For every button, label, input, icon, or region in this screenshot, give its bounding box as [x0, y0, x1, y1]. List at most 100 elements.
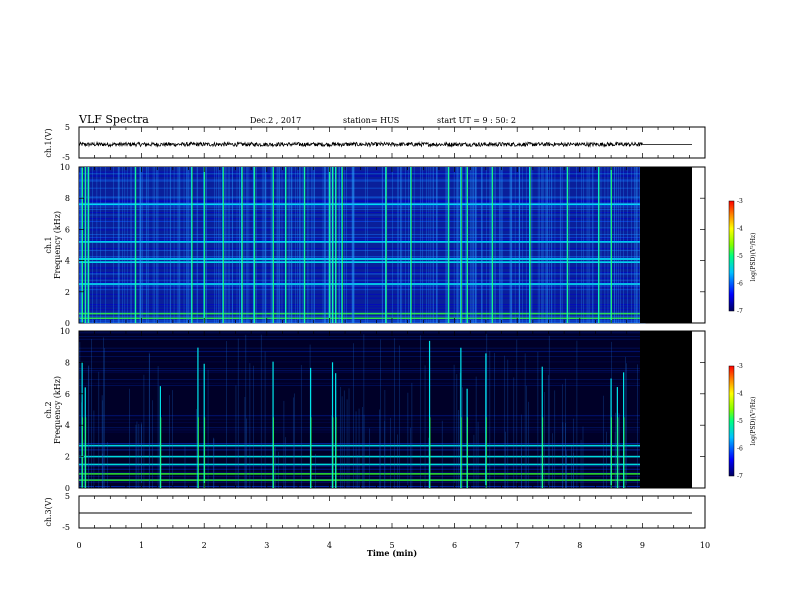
spectrogram-background — [79, 167, 646, 323]
spectrogram-row — [79, 220, 646, 222]
ch1-waveform-panel: 5 -5 ch.1(V) — [44, 123, 706, 162]
spectrogram-row — [79, 180, 646, 182]
y-tick-label: 0 — [65, 484, 70, 493]
spectrogram-row — [79, 428, 646, 430]
colorbar-tick-label: -7 — [737, 473, 743, 480]
y-tick-label: 8 — [65, 358, 70, 367]
spectrogram-band — [79, 455, 646, 458]
spectrogram-row — [79, 332, 646, 334]
spectrogram-row — [79, 187, 646, 189]
spectrogram-row — [79, 199, 646, 201]
spectrogram-band — [79, 444, 646, 447]
ch2-spectrogram-panel: 0 2 4 6 8 10 ch.2 Frequency (kHz) -3 -4 -5 -6 -7 … — [44, 327, 757, 493]
colorbar-tick-label: -7 — [737, 308, 743, 315]
spectrogram-row — [79, 214, 646, 216]
spectrogram-row — [79, 379, 646, 380]
ch2-no-data-region — [640, 331, 692, 488]
spectrogram-band — [79, 241, 646, 243]
spectrogram-row — [79, 320, 646, 322]
spectrogram-row — [79, 351, 646, 353]
ch2-colorbar-strip — [728, 365, 735, 477]
ch2-spectrogram-ytick-labels: 0 2 4 6 8 10 — [60, 327, 705, 493]
spectrogram-row — [79, 446, 646, 448]
colorbar-tick-label: -6 — [737, 281, 743, 288]
y-tick-label: 2 — [65, 453, 70, 462]
spectrogram-row — [79, 338, 646, 340]
x-tick-label: 5 — [389, 541, 394, 550]
station-label: station= HUS — [343, 116, 399, 125]
spectrogram-row — [79, 309, 646, 311]
ch2-colorbar: -3 -4 -5 -6 -7 log(PSD)(V²/Hz) — [728, 363, 757, 480]
ch1-spectrogram-ytick-labels: 0 2 4 6 8 10 — [60, 163, 705, 328]
ch1-no-data-region — [640, 167, 692, 323]
x-tick-label: 9 — [640, 541, 645, 550]
ch3-ytick-5: 5 — [65, 492, 70, 501]
start-time-label: start UT = 9 : 50: 2 — [437, 116, 516, 125]
ch1-ytick-5: 5 — [65, 123, 70, 132]
spectrogram-row — [79, 465, 646, 467]
colorbar-tick-label: -5 — [737, 253, 743, 260]
spectrogram-row — [79, 471, 646, 473]
spectrogram-row — [79, 415, 646, 417]
ch1-colorbar-strip — [728, 200, 735, 312]
spectrogram-row — [79, 319, 646, 321]
x-tick-label: 2 — [202, 541, 207, 550]
spectrogram-row — [79, 478, 646, 480]
spectrogram-row — [79, 370, 646, 372]
spectrogram-row — [79, 331, 646, 333]
spectrogram-band — [79, 317, 646, 320]
time-axis-label: Time (min) — [367, 548, 417, 558]
spectrogram-row — [79, 356, 646, 357]
spectrogram-row — [79, 481, 646, 483]
spectrogram-row — [79, 212, 646, 213]
spectrogram-band — [79, 473, 646, 475]
ch2-spectrogram-ticks — [78, 331, 706, 488]
spectrogram-row — [79, 385, 646, 386]
date-label: Dec.2 , 2017 — [250, 116, 301, 125]
spectrogram-row — [79, 236, 646, 238]
spectrogram-row — [79, 237, 646, 239]
spectrogram-row — [79, 415, 646, 417]
colorbar-tick-label: -3 — [737, 363, 743, 370]
spectrogram-row — [79, 306, 646, 308]
x-tick-label: 0 — [76, 541, 81, 550]
spectrogram-row — [79, 382, 646, 384]
ch1-colorbar: -3 -4 -5 -6 -7 log(PSD)(V²/Hz) — [728, 198, 757, 315]
colorbar-tick-label: -5 — [737, 418, 743, 425]
y-tick-label: 6 — [65, 225, 70, 234]
y-tick-label: 2 — [65, 288, 70, 297]
ch1-spectrogram-ylabel: Frequency (kHz) — [53, 211, 62, 279]
ch2-spectrogram-channel-label: ch.2 — [44, 401, 53, 418]
spectrogram-row — [79, 465, 646, 467]
spectrogram-row — [79, 197, 646, 199]
spectrogram-row — [79, 281, 646, 283]
figure-title: VLF Spectra — [78, 113, 149, 126]
ch2-spectrogram-image — [79, 331, 646, 488]
spectrogram-row — [79, 179, 646, 181]
ch3-waveform-ticks — [78, 496, 706, 528]
spectrogram-row — [79, 293, 646, 295]
ch3-waveform-panel: 5 -5 ch.3(V) 0 1 2 3 4 5 6 7 8 9 10 Time (min) — [44, 492, 710, 558]
spectrogram-row — [79, 256, 646, 257]
spectrogram-row — [79, 234, 646, 236]
ch1-ylabel: ch.1(V) — [44, 128, 53, 157]
ch1-waveform-trace — [78, 140, 692, 148]
spectrogram-row — [79, 209, 646, 211]
spectrogram-row — [79, 227, 646, 229]
spectrogram-row — [79, 201, 646, 202]
spectrogram-row — [79, 322, 646, 324]
ch3-ylabel: ch.3(V) — [44, 497, 53, 526]
x-tick-label: 6 — [452, 541, 457, 550]
spectrogram-row — [79, 468, 646, 470]
ch1-spectrogram-channel-label: ch.1 — [44, 236, 53, 253]
spectrogram-row — [79, 347, 646, 349]
spectrogram-row — [79, 206, 646, 208]
spectrogram-row — [79, 350, 646, 352]
spectrogram-row — [79, 267, 646, 269]
spectrogram-row — [79, 443, 646, 444]
spectrogram-row — [79, 273, 646, 275]
spectrogram-row — [79, 218, 646, 220]
spectrogram-row — [79, 414, 646, 416]
colorbar-tick-label: -3 — [737, 198, 743, 205]
x-tick-label: 7 — [515, 541, 520, 550]
